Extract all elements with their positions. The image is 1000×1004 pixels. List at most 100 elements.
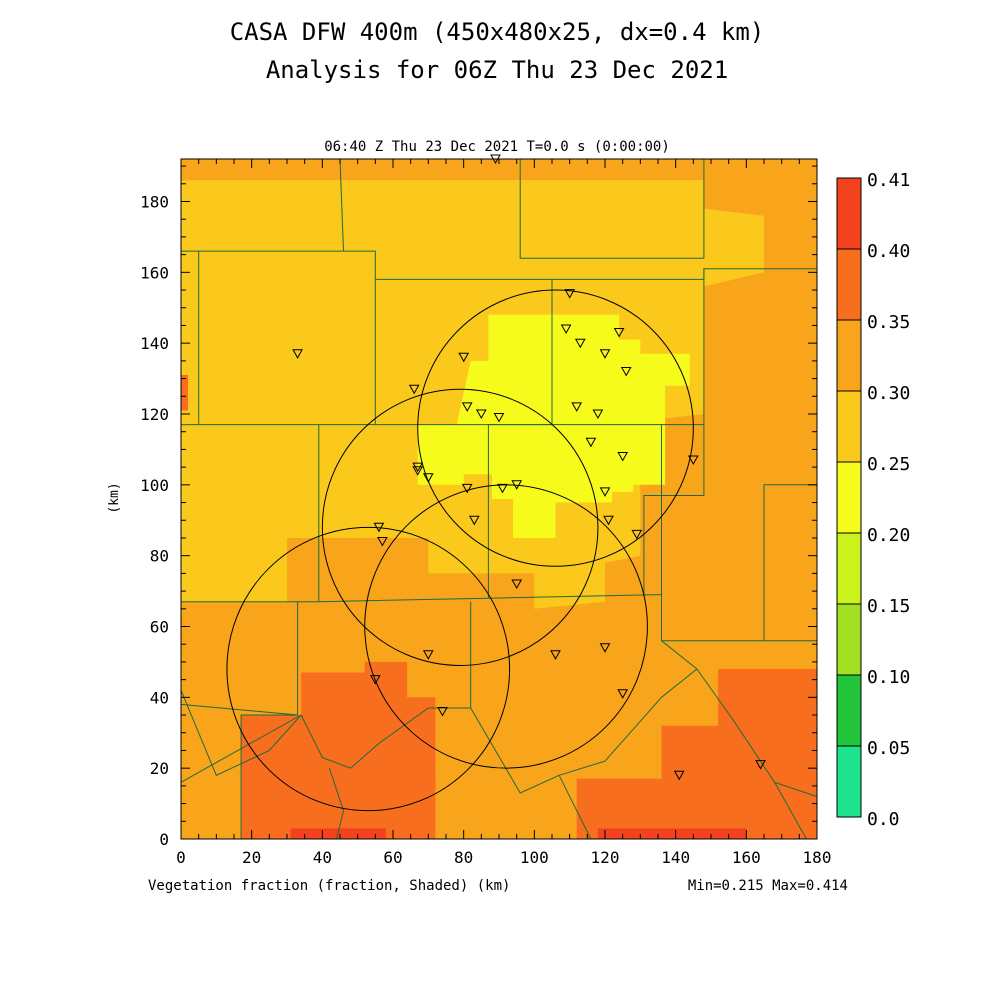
y-tick-label: 100	[140, 476, 169, 495]
station-marker-17	[564, 289, 576, 299]
county-line-24	[696, 668, 817, 797]
chart-subtitle: 06:40 Z Thu 23 Dec 2021 T=0.0 s (0:00:00…	[324, 139, 670, 155]
station-marker-1	[373, 522, 385, 533]
station-marker-5	[412, 466, 424, 476]
station-marker-19	[571, 402, 583, 412]
station-marker-33	[422, 650, 434, 660]
county-line-11	[488, 594, 662, 599]
axis-tick-labels: 0 20 40 60 80 100 120 140 160 180 0 20 40 60 80 100 120 1…	[140, 193, 831, 868]
station-marker-28	[631, 529, 643, 540]
station-marker-34	[369, 675, 381, 685]
station-marker-3	[408, 384, 420, 395]
county-line-0	[181, 250, 200, 426]
station-marker-18	[574, 338, 586, 349]
station-marker-21	[592, 409, 604, 420]
station-marker-10	[493, 413, 505, 423]
colorbar-swatch-6	[836, 319, 862, 392]
field-region-6	[181, 375, 189, 411]
x-tick-label: 20	[242, 848, 261, 867]
x-tick-label: 180	[803, 848, 832, 867]
county-line-5	[339, 159, 344, 252]
y-tick-label: 140	[140, 334, 169, 353]
min-max-label: Min=0.215 Max=0.414	[688, 878, 848, 894]
county-line-26	[328, 768, 345, 839]
station-marker-29	[687, 455, 699, 466]
station-marker-37	[673, 770, 685, 781]
station-marker-32	[550, 650, 561, 660]
county-line-19	[300, 707, 471, 769]
x-tick-label: 60	[383, 848, 402, 867]
colorbar-label: 0.30	[867, 383, 910, 404]
county-line-22	[558, 775, 592, 839]
station-marker-35	[437, 707, 448, 717]
chart-title-line2: Analysis for 06Z Thu 23 Dec 2021	[266, 56, 728, 84]
y-tick-label: 40	[150, 688, 169, 707]
x-tick-label: 120	[591, 848, 620, 867]
station-marker-15	[511, 579, 523, 590]
y-axis-label: (km)	[107, 482, 122, 513]
x-tick-label: 100	[520, 848, 549, 867]
colorbar-label: 0.40	[867, 241, 910, 262]
station-marker-0	[292, 349, 303, 359]
county-boundaries	[181, 159, 817, 839]
county-line-23	[661, 640, 698, 670]
colorbar-label: 0.0	[867, 809, 900, 830]
station-marker-14	[511, 480, 523, 490]
colorbar-swatch-7	[836, 248, 862, 321]
county-line-13	[763, 484, 817, 641]
y-tick-label: 120	[140, 405, 169, 424]
station-marker-6	[422, 473, 434, 483]
station-marker-23	[613, 328, 625, 338]
county-line-18	[181, 690, 302, 776]
county-line-8	[487, 424, 552, 599]
county-line-6	[519, 159, 705, 259]
x-tick-label: 140	[661, 848, 690, 867]
county-line-17	[181, 714, 302, 783]
colorbar-label: 0.35	[867, 312, 910, 333]
county-line-16	[181, 703, 298, 716]
station-marker-22	[599, 349, 611, 359]
x-tick-label: 80	[454, 848, 473, 867]
station-marker-20	[585, 437, 597, 448]
colorbar-label: 0.05	[867, 738, 910, 759]
station-marker-38	[755, 760, 766, 770]
x-tick-label: 160	[732, 848, 761, 867]
county-line-21	[470, 668, 698, 794]
county-line-1	[198, 250, 376, 426]
colorbar-swatch-2	[836, 603, 862, 676]
y-tick-label: 160	[140, 263, 169, 282]
station-marker-26	[599, 487, 611, 497]
county-line-15	[240, 601, 299, 839]
colorbar-swatch-1	[836, 674, 862, 747]
colorbar-label: 0.15	[867, 596, 910, 617]
county-line-14	[643, 424, 705, 595]
station-marker-8	[461, 402, 473, 412]
station-markers	[292, 154, 766, 781]
field-label: Vegetation fraction (fraction, Shaded) (…	[148, 878, 510, 894]
colorbar-swatch-0	[836, 745, 862, 818]
station-marker-16	[560, 324, 572, 335]
field-region-5	[576, 669, 817, 839]
station-marker-27	[603, 515, 614, 526]
range-ring-0	[226, 526, 511, 812]
colorbar-label: 0.20	[867, 525, 910, 546]
station-marker-13	[497, 483, 508, 494]
x-tick-label: 40	[313, 848, 332, 867]
y-tick-label: 20	[150, 759, 169, 778]
range-ring-2	[417, 289, 694, 567]
y-tick-label: 60	[150, 618, 169, 637]
shaded-field	[181, 159, 817, 839]
station-marker-11	[461, 483, 473, 494]
y-tick-label: 180	[140, 193, 169, 212]
y-tick-label: 80	[150, 547, 169, 566]
colorbar-swatch-3	[836, 532, 862, 605]
station-marker-31	[617, 689, 629, 699]
colorbar-label: 0.10	[867, 667, 910, 688]
county-line-12	[661, 594, 817, 642]
station-marker-30	[599, 643, 611, 653]
station-marker-12	[468, 515, 480, 526]
station-marker-2	[377, 537, 388, 547]
x-tick-label: 0	[176, 848, 186, 867]
station-marker-24	[620, 367, 632, 377]
